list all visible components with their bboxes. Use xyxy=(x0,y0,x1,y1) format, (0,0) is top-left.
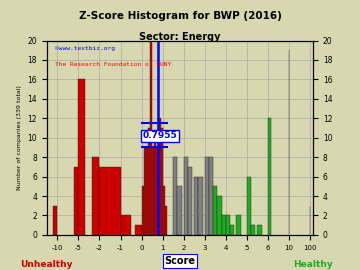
Text: 0.7955: 0.7955 xyxy=(143,131,177,140)
Bar xyxy=(213,186,217,235)
Bar xyxy=(177,186,181,235)
Bar xyxy=(184,157,188,235)
Text: The Research Foundation of SUNY: The Research Foundation of SUNY xyxy=(55,62,171,67)
Bar xyxy=(226,215,230,235)
Bar xyxy=(268,118,271,235)
Bar xyxy=(93,157,99,235)
Bar xyxy=(165,206,167,235)
Bar xyxy=(173,157,177,235)
Bar xyxy=(222,215,226,235)
Text: Z-Score Histogram for BWP (2016): Z-Score Histogram for BWP (2016) xyxy=(78,11,282,21)
Bar xyxy=(156,147,158,235)
Text: Healthy: Healthy xyxy=(293,260,333,269)
Bar xyxy=(251,225,255,235)
X-axis label: Score: Score xyxy=(165,256,195,266)
Bar xyxy=(163,186,165,235)
Bar xyxy=(146,147,148,235)
Text: ©www.textbiz.org: ©www.textbiz.org xyxy=(55,46,115,51)
Bar xyxy=(217,196,222,235)
Bar xyxy=(53,206,57,235)
Bar xyxy=(150,40,152,235)
Text: Sector: Energy: Sector: Energy xyxy=(139,32,221,42)
Bar xyxy=(99,167,121,235)
Bar xyxy=(230,225,234,235)
Text: Unhealthy: Unhealthy xyxy=(21,260,73,269)
Bar xyxy=(135,225,141,235)
Bar xyxy=(188,167,192,235)
Bar xyxy=(158,118,161,235)
Bar xyxy=(154,138,156,235)
Bar xyxy=(148,128,150,235)
Bar xyxy=(198,177,203,235)
Y-axis label: Number of companies (339 total): Number of companies (339 total) xyxy=(17,85,22,190)
Bar xyxy=(161,128,163,235)
Bar xyxy=(194,177,198,235)
Bar xyxy=(205,157,209,235)
Bar xyxy=(236,215,240,235)
Bar xyxy=(121,215,131,235)
Bar xyxy=(141,186,144,235)
Bar xyxy=(247,177,251,235)
Bar xyxy=(257,225,262,235)
Bar xyxy=(78,79,85,235)
Bar xyxy=(209,157,213,235)
Bar xyxy=(74,167,78,235)
Bar xyxy=(152,147,154,235)
Bar xyxy=(144,147,146,235)
